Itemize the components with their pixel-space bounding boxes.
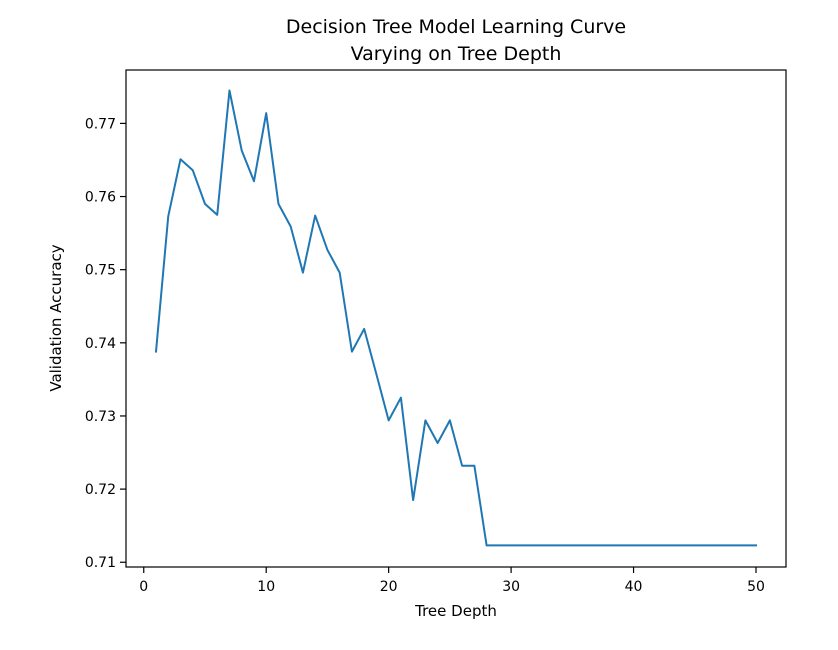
x-tick-label: 10 [257, 579, 275, 595]
chart-title-line-1: Decision Tree Model Learning Curve [286, 16, 626, 38]
y-tick-label: 0.75 [85, 263, 116, 279]
x-tick-label: 30 [502, 579, 520, 595]
y-tick-label: 0.71 [85, 555, 116, 571]
x-axis-ticks: 0 10 20 30 40 50 [139, 567, 765, 595]
x-tick-label: 0 [139, 579, 148, 595]
y-axis-ticks: 0.71 0.72 0.73 0.74 0.75 0.76 0.77 [85, 116, 126, 571]
y-tick-label: 0.77 [85, 116, 116, 132]
y-axis-label: Validation Accuracy [47, 244, 65, 391]
chart-title-line-2: Varying on Tree Depth [351, 43, 562, 65]
series-line [154, 89, 757, 547]
plot-area [154, 89, 757, 547]
x-tick-label: 20 [380, 579, 398, 595]
y-tick-label: 0.72 [85, 482, 116, 498]
x-tick-label: 50 [747, 579, 765, 595]
y-tick-label: 0.73 [85, 409, 116, 425]
y-tick-label: 0.76 [85, 190, 116, 206]
y-tick-label: 0.74 [85, 336, 116, 352]
x-tick-label: 40 [625, 579, 643, 595]
x-axis-label: Tree Depth [414, 602, 497, 620]
plot-frame [125, 69, 787, 568]
